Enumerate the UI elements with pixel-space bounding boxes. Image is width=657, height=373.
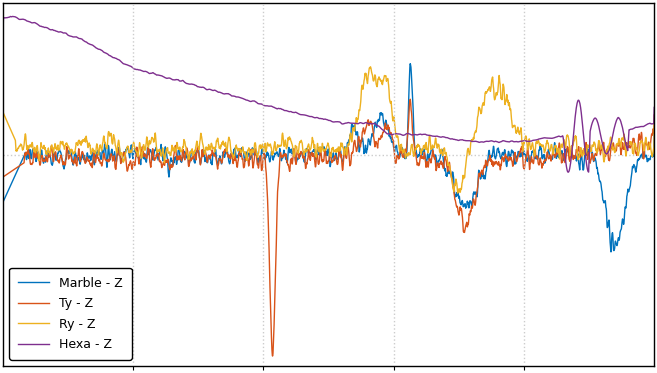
Marble - Z	[406, 62, 414, 66]
Ry - Z	[248, 148, 256, 153]
Hexa - Z	[568, 152, 576, 156]
Line: Hexa - Z: Hexa - Z	[3, 16, 654, 172]
Marble - Z	[638, 152, 646, 156]
Ty - Z	[73, 161, 81, 166]
Hexa - Z	[112, 56, 120, 60]
Hexa - Z	[9, 14, 16, 19]
Hexa - Z	[650, 105, 657, 110]
Ry - Z	[454, 191, 462, 195]
Ty - Z	[0, 141, 7, 145]
Ry - Z	[277, 144, 284, 148]
Line: Marble - Z: Marble - Z	[3, 64, 654, 252]
Hexa - Z	[249, 99, 257, 103]
Marble - Z	[277, 153, 284, 158]
Hexa - Z	[638, 124, 646, 129]
Legend: Marble - Z, Ty - Z, Ry - Z, Hexa - Z: Marble - Z, Ty - Z, Ry - Z, Hexa - Z	[9, 268, 131, 360]
Marble - Z	[607, 250, 615, 254]
Ry - Z	[367, 65, 374, 69]
Ty - Z	[568, 144, 576, 149]
Hexa - Z	[0, 44, 7, 49]
Ry - Z	[650, 121, 657, 125]
Ry - Z	[0, 98, 7, 102]
Ty - Z	[277, 153, 285, 158]
Marble - Z	[73, 158, 81, 163]
Hexa - Z	[74, 35, 81, 40]
Marble - Z	[112, 157, 120, 162]
Ty - Z	[248, 163, 256, 167]
Ty - Z	[650, 113, 657, 117]
Ry - Z	[568, 144, 576, 148]
Ry - Z	[112, 145, 120, 149]
Line: Ry - Z: Ry - Z	[3, 67, 654, 193]
Ty - Z	[406, 97, 414, 101]
Ry - Z	[73, 141, 81, 146]
Marble - Z	[0, 158, 7, 162]
Marble - Z	[248, 146, 256, 151]
Marble - Z	[568, 151, 576, 156]
Ty - Z	[269, 354, 277, 358]
Ty - Z	[112, 167, 120, 172]
Hexa - Z	[277, 107, 285, 111]
Ry - Z	[638, 140, 646, 144]
Line: Ty - Z: Ty - Z	[3, 99, 654, 356]
Ty - Z	[638, 133, 646, 137]
Hexa - Z	[564, 170, 572, 175]
Marble - Z	[650, 126, 657, 131]
